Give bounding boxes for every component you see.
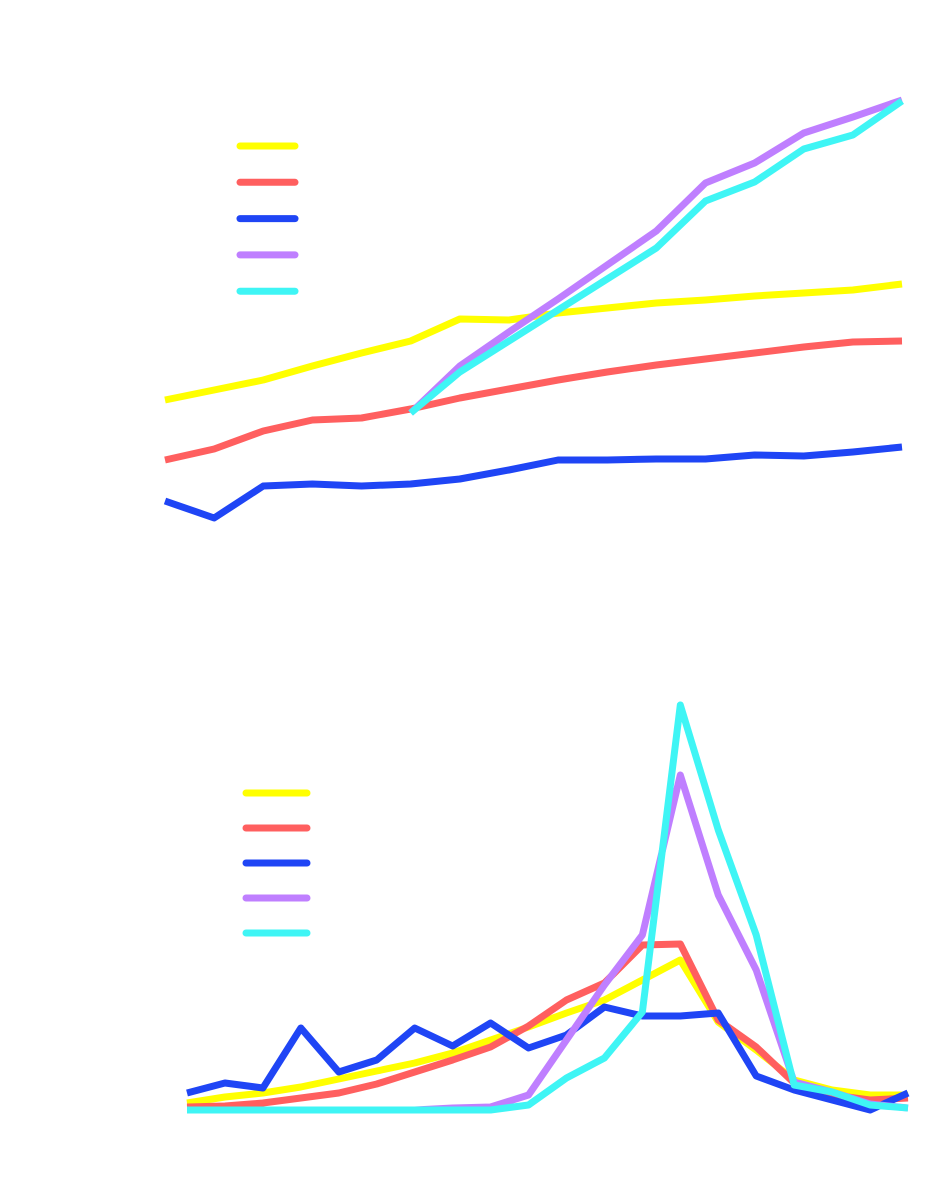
series-line — [163, 443, 903, 522]
series-line — [186, 1003, 910, 1114]
series-line — [164, 337, 903, 464]
series-line — [186, 940, 909, 1111]
series-line — [408, 96, 904, 416]
series-line — [187, 701, 909, 1114]
series-line — [408, 98, 904, 416]
